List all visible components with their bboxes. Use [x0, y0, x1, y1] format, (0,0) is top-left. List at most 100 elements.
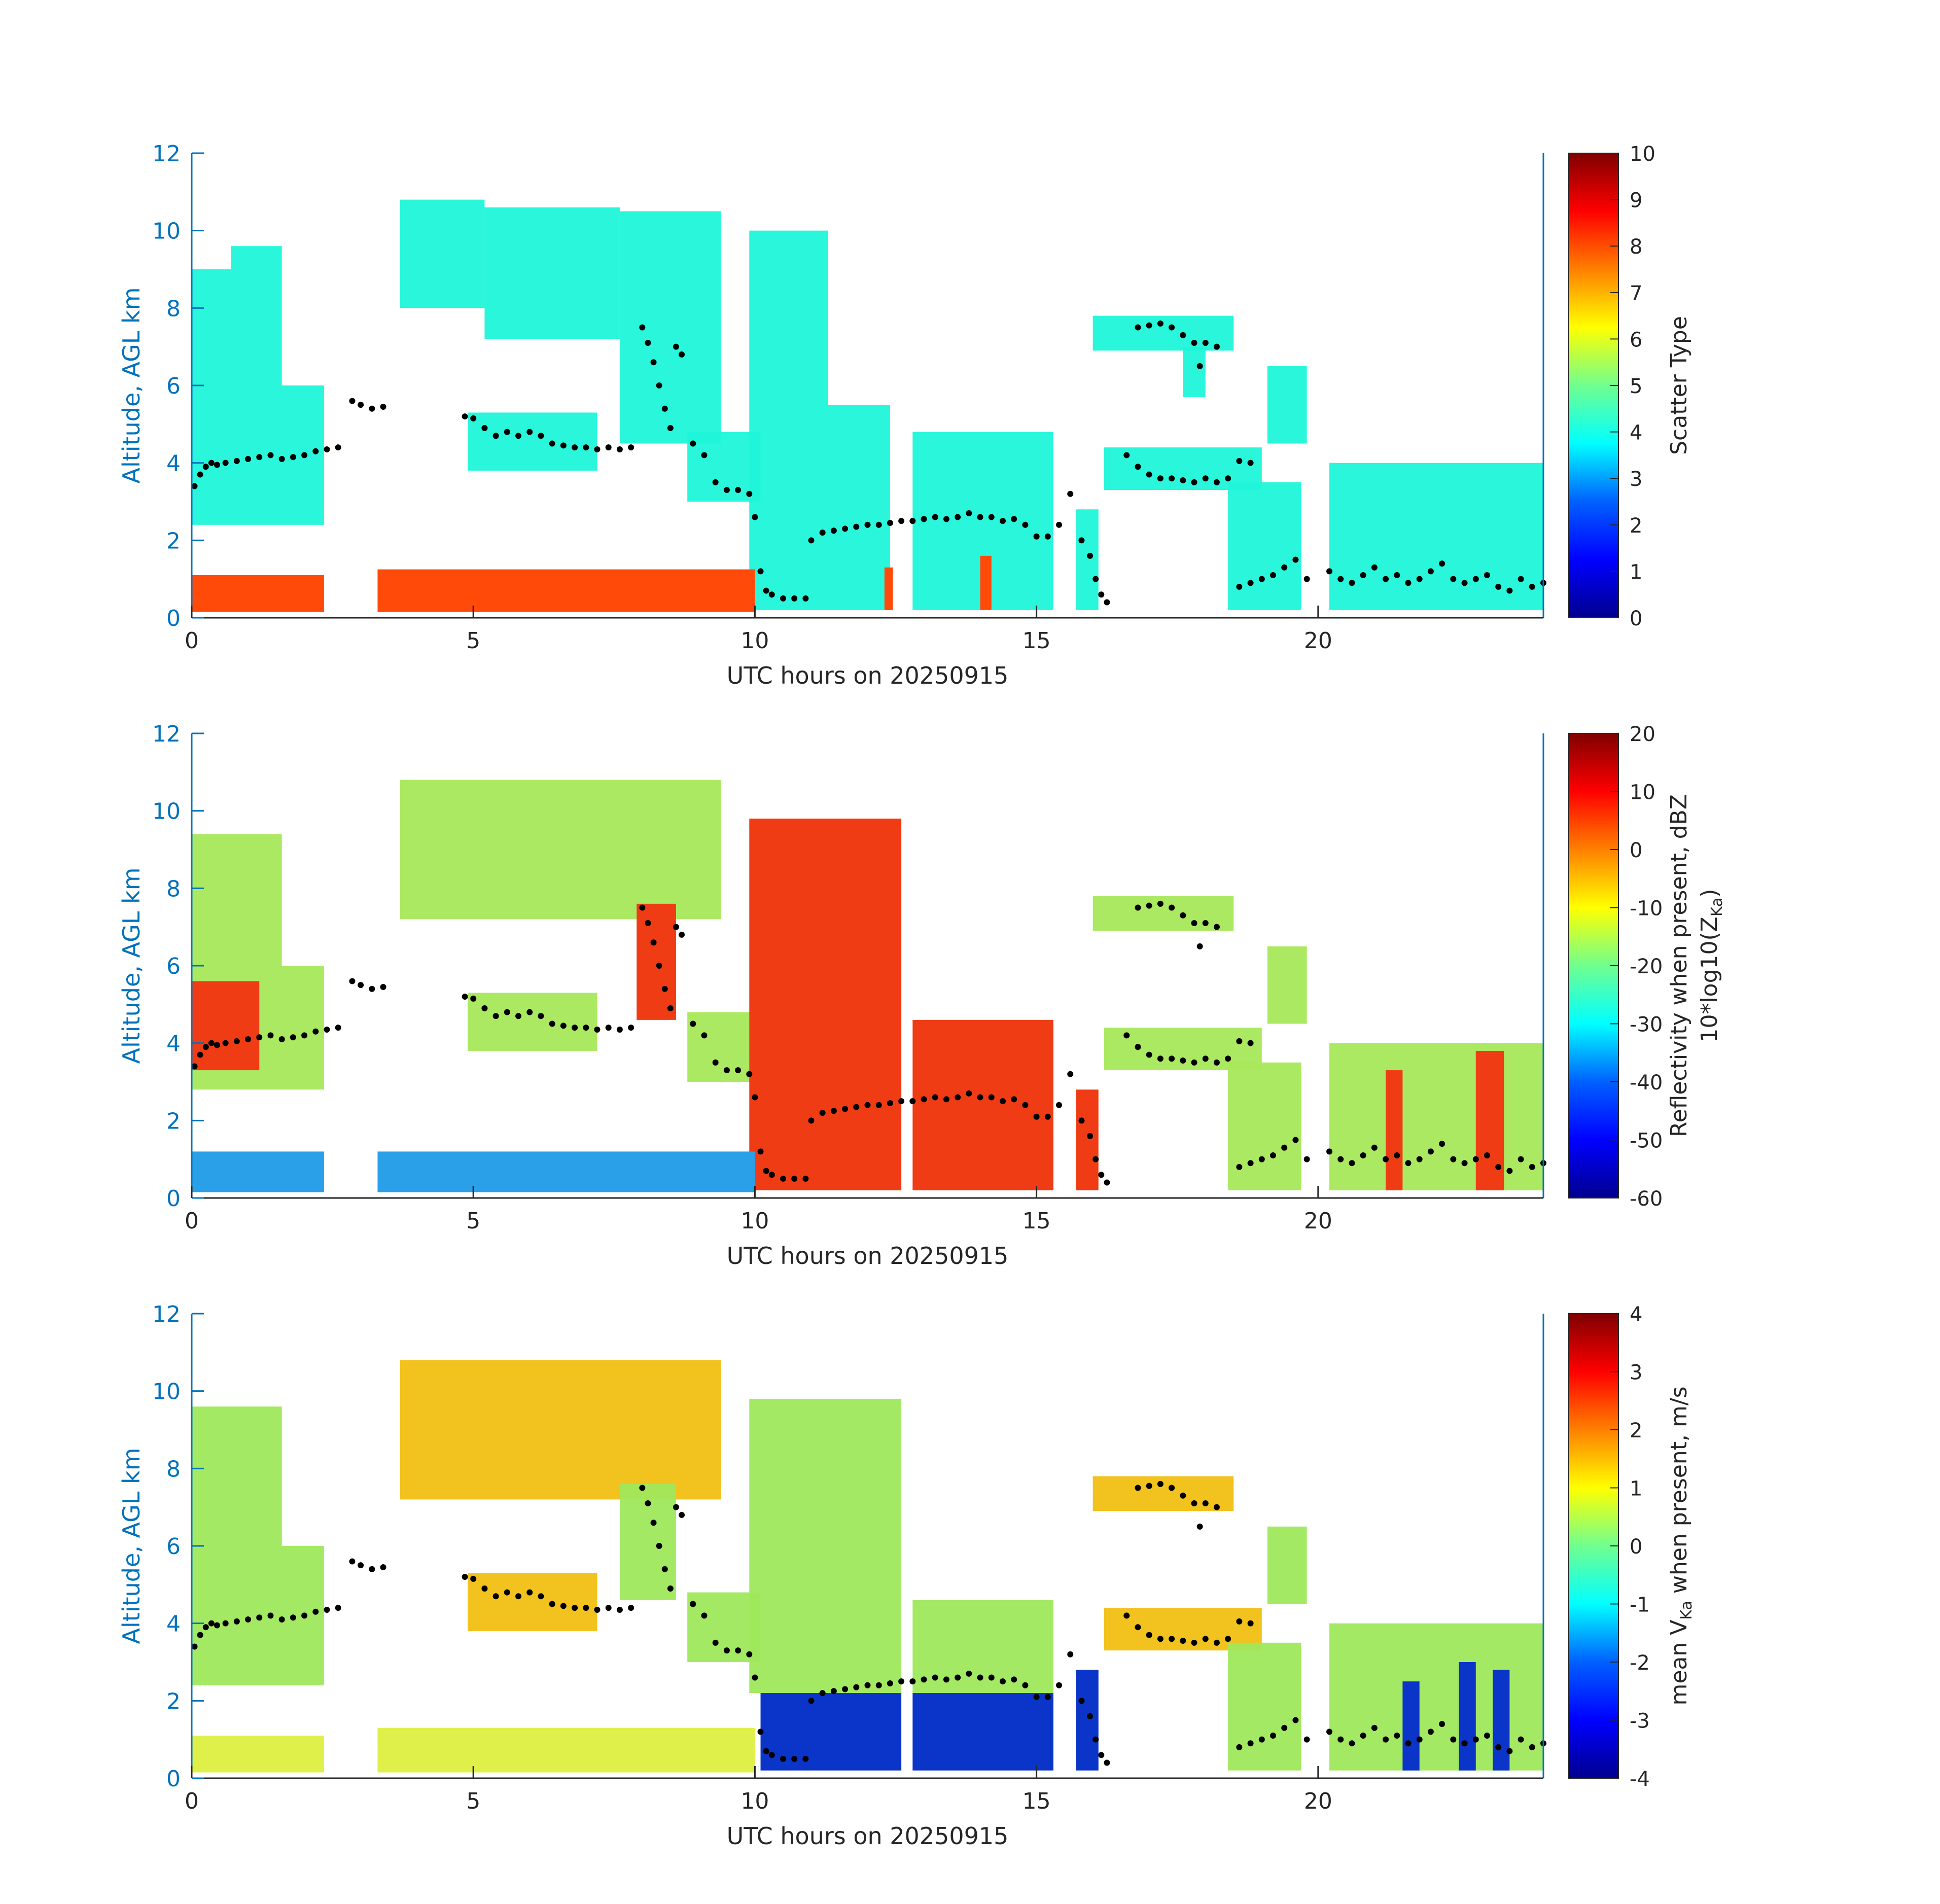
cloud-base-point [349, 1558, 356, 1565]
echo-region-cloud [1267, 946, 1307, 1024]
cloud-base-point [214, 1622, 220, 1629]
cloud-base-point [628, 444, 634, 451]
cloud-base-point [1303, 1156, 1310, 1162]
colorbar-tick-label: -3 [1630, 1710, 1650, 1733]
cloud-base-point [1146, 1051, 1152, 1058]
cloud-base-point [1472, 1156, 1479, 1162]
cloud-base-point [1022, 521, 1029, 528]
cloud-base-point [1213, 1504, 1220, 1510]
cloud-base-point [594, 1606, 601, 1613]
cloud-base-point [1303, 576, 1310, 582]
cloud-base-point [267, 1612, 274, 1619]
colorbar-label: Scatter Type [1666, 316, 1692, 455]
y-tick-label: 0 [166, 1186, 181, 1212]
cloud-base-point [1484, 572, 1490, 579]
cloud-base-point [875, 521, 882, 528]
y-tick-label: 6 [166, 954, 181, 979]
cloud-base-point [639, 324, 646, 331]
cloud-base-point [1416, 576, 1423, 582]
y-tick-label: 0 [166, 606, 181, 631]
y-axis-label: Altitude, AGL km [118, 287, 145, 483]
x-tick-label: 10 [740, 1788, 769, 1814]
cloud-base-point [1416, 1156, 1423, 1162]
cloud-base-point [645, 340, 651, 346]
cloud-base-point [202, 464, 209, 470]
cloud-base-point [701, 1612, 708, 1619]
cloud-base-point [808, 1698, 815, 1704]
x-tick-label: 5 [466, 628, 480, 654]
colorbar-tick-label: 3 [1630, 468, 1642, 491]
cloud-base-point [830, 1688, 837, 1695]
cloud-base-point [1383, 576, 1389, 582]
cloud-base-point [752, 1674, 758, 1681]
cloud-base-point [853, 523, 860, 530]
cloud-base-point [616, 1606, 623, 1613]
y-tick-label: 2 [166, 528, 181, 554]
cloud-base-point [1439, 1141, 1445, 1147]
cloud-base-point [977, 1674, 983, 1681]
echo-region-precip [377, 1727, 755, 1773]
echo-region-cloud [484, 207, 620, 339]
cloud-base-point [808, 1117, 815, 1124]
cloud-base-point [1087, 552, 1094, 559]
echo-region-cloud [1092, 896, 1234, 931]
cloud-base-point [1146, 322, 1152, 329]
cloud-base-point [470, 415, 477, 421]
cloud-base-point [1033, 533, 1040, 540]
cloud-base-point [267, 1032, 274, 1039]
colorbar-tick-label: 8 [1630, 235, 1642, 259]
y-tick-label: 10 [152, 1379, 181, 1405]
cloud-base-point [256, 1034, 263, 1041]
cloud-base-point [1461, 580, 1468, 586]
cloud-base-point [290, 1034, 296, 1041]
cloud-base-point [1157, 1055, 1163, 1062]
colorbar-gradient [1568, 1313, 1619, 1779]
echo-region-core [912, 1019, 1053, 1190]
colorbar: 0 1 2 3 4 5 6 7 8 9 10 Scatter Type [1568, 143, 1692, 630]
cloud-base-point [1247, 1740, 1254, 1747]
colorbar-tick-label: -20 [1630, 955, 1663, 978]
cloud-base-point [1146, 1483, 1152, 1489]
cloud-base-point [572, 444, 578, 451]
cloud-base-point [245, 456, 252, 463]
cloud-base-point [763, 1748, 769, 1754]
cloud-base-point [842, 1106, 849, 1112]
cloud-base-point [1247, 460, 1254, 466]
cloud-base-point [1213, 1639, 1220, 1646]
cloud-base-point [921, 1676, 927, 1683]
cloud-base-point [1461, 1160, 1468, 1167]
cloud-base-point [1191, 1500, 1197, 1507]
cloud-base-point [380, 1564, 386, 1570]
cloud-base-point [780, 1175, 786, 1182]
cloud-base-point [245, 1036, 252, 1043]
cloud-base-point [1044, 1694, 1051, 1700]
cloud-base-point [1529, 583, 1535, 590]
y-tick-label: 0 [166, 1766, 181, 1792]
cloud-base-point [1123, 1032, 1130, 1039]
cloud-base-point [1405, 580, 1412, 586]
cloud-base-point [1098, 1172, 1105, 1178]
x-axis-label: UTC hours on 20250915 [727, 662, 1009, 689]
echo-region-warm [1092, 1476, 1234, 1511]
cloud-base-point [909, 1678, 916, 1685]
cloud-base-point [864, 1682, 871, 1688]
cloud-base-point [1092, 1736, 1099, 1743]
colorbar-tick-label: -40 [1630, 1071, 1663, 1095]
echo-region-fall [1493, 1670, 1510, 1771]
cloud-base-point [349, 398, 356, 404]
cloud-base-point [538, 1013, 544, 1019]
cloud-base-point [1202, 1500, 1209, 1507]
cloud-base-point [802, 1175, 809, 1182]
cloud-base-point [1506, 1748, 1513, 1754]
cloud-base-point [1092, 1156, 1099, 1162]
cloud-base-point [1196, 363, 1203, 369]
cloud-base-point [233, 1618, 240, 1625]
cloud-base-point [943, 516, 949, 522]
cloud-base-point [504, 1009, 510, 1015]
cloud-base-point [1169, 1485, 1175, 1491]
colorbar-label-part: mean V [1666, 1620, 1692, 1706]
cloud-base-point [572, 1605, 578, 1611]
cloud-base-point [1427, 568, 1434, 575]
cloud-base-point [898, 518, 905, 524]
x-tick-label: 5 [466, 1208, 480, 1234]
